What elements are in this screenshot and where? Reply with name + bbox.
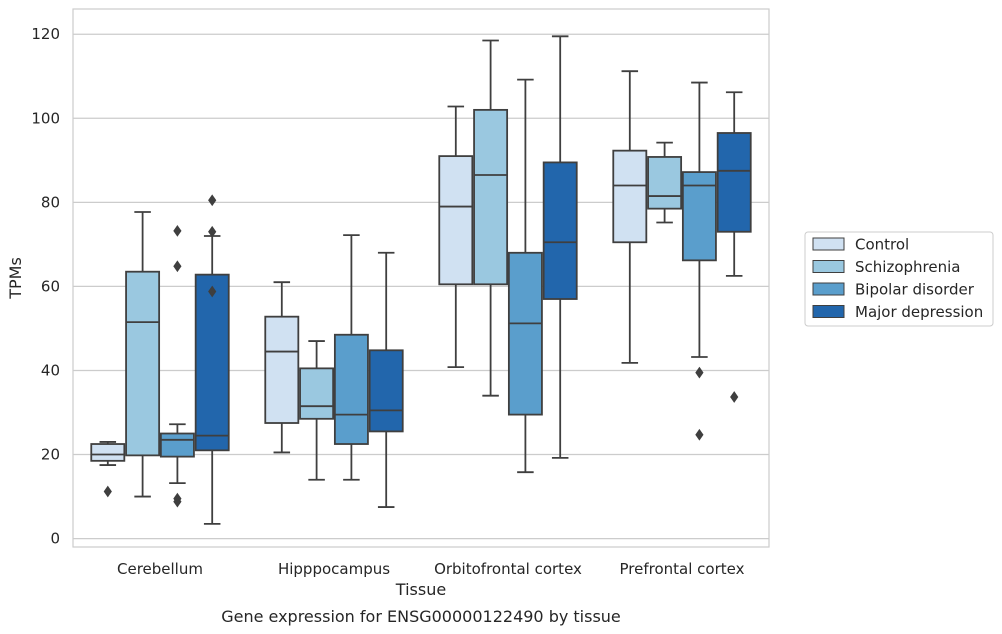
box (159, 432, 195, 458)
y-tick-label: 120 (31, 25, 60, 43)
box-group (612, 70, 648, 364)
box-group (90, 441, 126, 498)
legend-label: Bipolar disorder (855, 281, 975, 299)
x-axis-title: Tissue (395, 580, 446, 599)
box (507, 251, 543, 416)
y-tick-label: 20 (41, 446, 60, 464)
box-group (264, 281, 300, 454)
box-group (333, 234, 369, 481)
x-axis-ticks: Cerebellum Hipppocampus Orbitofrontal cort… (117, 560, 745, 578)
y-axis-ticks: 0 20 40 60 80 100 120 (31, 25, 60, 547)
outlier-point (208, 225, 217, 238)
box (716, 132, 752, 233)
box (264, 315, 300, 424)
outlier-point (695, 366, 704, 379)
box-group (473, 39, 509, 397)
legend-frame (804, 231, 994, 327)
outlier-point (103, 485, 112, 498)
box (125, 270, 161, 457)
box (473, 108, 509, 286)
box-group (159, 225, 195, 508)
legend: Control Schizophrenia Bipolar disorder Majo… (804, 231, 994, 327)
box-group (368, 251, 404, 508)
box (647, 156, 683, 210)
outlier-point (173, 495, 182, 508)
box-group (125, 211, 161, 498)
outlier-point (730, 391, 739, 403)
legend-swatch (812, 260, 845, 273)
box (333, 333, 369, 445)
box-group (647, 141, 683, 224)
y-tick-label: 40 (41, 361, 60, 379)
box-group (542, 35, 578, 459)
box (612, 149, 648, 244)
x-tick-label: Prefrontal cortex (620, 560, 745, 578)
box-group (507, 78, 543, 474)
plot-area-frame (72, 8, 770, 548)
y-tick-label: 60 (41, 277, 60, 295)
y-tick-label: 0 (50, 530, 60, 548)
outlier-point (173, 225, 182, 237)
legend-label: Control (855, 236, 909, 254)
y-tick-label: 80 (41, 193, 60, 211)
x-tick-label: Hipppocampus (278, 560, 390, 578)
x-tick-label: Orbitofrontal cortex (434, 560, 582, 578)
box (90, 443, 126, 462)
box (438, 155, 474, 286)
legend-swatch (812, 237, 845, 251)
legend-label: Schizophrenia (855, 258, 960, 276)
chart-caption: Gene expression for ENSG00000122490 by t… (221, 607, 621, 626)
box (368, 349, 404, 433)
box (681, 171, 717, 262)
legend-swatch (812, 305, 845, 318)
outlier-point (695, 428, 704, 441)
outlier-point (173, 260, 182, 273)
y-tick-label: 100 (31, 109, 60, 127)
box-group (194, 194, 230, 525)
box-group (681, 81, 717, 441)
box (299, 367, 335, 420)
legend-label: Major depression (855, 303, 983, 321)
box (194, 273, 230, 452)
legend-swatch (812, 282, 845, 296)
box-group (299, 340, 335, 481)
y-axis-title: TPMs (6, 257, 25, 300)
outlier-point (208, 194, 217, 207)
box-group (716, 91, 752, 403)
x-tick-label: Cerebellum (117, 560, 203, 578)
box-group (438, 105, 474, 369)
outlier-point (208, 285, 217, 298)
box-series (90, 35, 752, 525)
box (542, 161, 578, 300)
